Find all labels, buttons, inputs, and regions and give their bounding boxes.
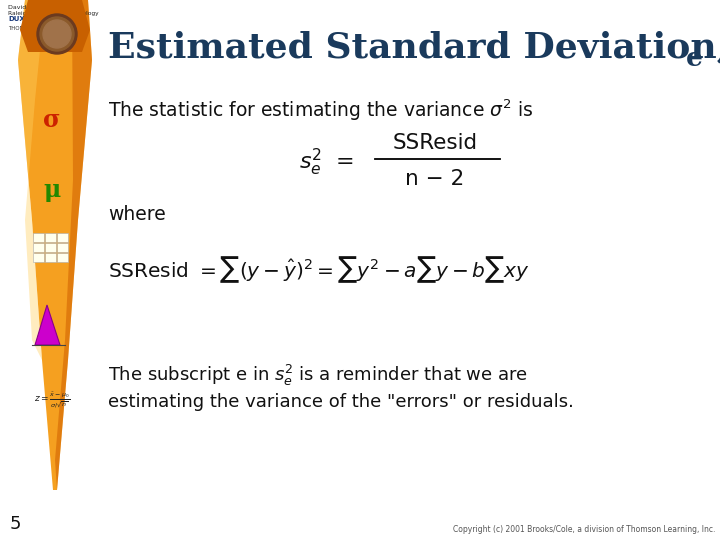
Circle shape [43,20,71,48]
Text: SSResid: SSResid [392,133,477,153]
Bar [45,253,56,262]
Text: Copyright (c) 2001 Brooks/Cole, a division of Thomson Learning, Inc.: Copyright (c) 2001 Brooks/Cole, a divisi… [453,525,715,535]
Text: where: where [108,206,166,225]
Bar [33,233,44,242]
Text: σ: σ [43,108,60,132]
Bar [45,233,56,242]
Text: David M. Crystal: David M. Crystal [8,4,60,10]
Bar [57,253,68,262]
Text: The subscript e in $s_e^2$ is a reminder that we are: The subscript e in $s_e^2$ is a reminder… [108,362,528,388]
Text: Estimated Standard Deviation, s: Estimated Standard Deviation, s [108,31,720,65]
Text: μ: μ [43,178,60,202]
Polygon shape [20,0,90,52]
Polygon shape [35,305,60,345]
Bar [33,243,44,252]
Bar [45,243,56,252]
Circle shape [37,14,77,54]
Text: $s_e^2$: $s_e^2$ [299,146,321,178]
Text: SSResid $= \sum(y - \hat{y})^2 = \sum y^2 - a\sum y - b\sum xy$: SSResid $= \sum(y - \hat{y})^2 = \sum y^… [108,255,530,285]
Bar [57,243,68,252]
Bar [57,233,68,242]
Circle shape [40,17,74,51]
Text: e: e [685,45,703,71]
Text: n − 2: n − 2 [405,169,464,189]
Bar [33,253,44,262]
Text: 5: 5 [10,515,22,533]
Text: estimating the variance of the "errors" or residuals.: estimating the variance of the "errors" … [108,393,574,411]
Polygon shape [55,0,92,490]
Text: Raleigh Institute of Technology: Raleigh Institute of Technology [8,10,99,16]
Text: THOMSON LEARNING: THOMSON LEARNING [8,26,66,31]
Text: =: = [336,152,354,172]
Text: DUXBURY: DUXBURY [8,16,45,22]
Text: The statistic for estimating the variance $\sigma^2$ is: The statistic for estimating the varianc… [108,97,534,123]
Polygon shape [18,0,92,490]
Text: $z=\frac{\bar{x}-\mu_0}{\sigma/\sqrt{n}}$: $z=\frac{\bar{x}-\mu_0}{\sigma/\sqrt{n}}… [34,390,70,410]
Polygon shape [18,0,45,360]
